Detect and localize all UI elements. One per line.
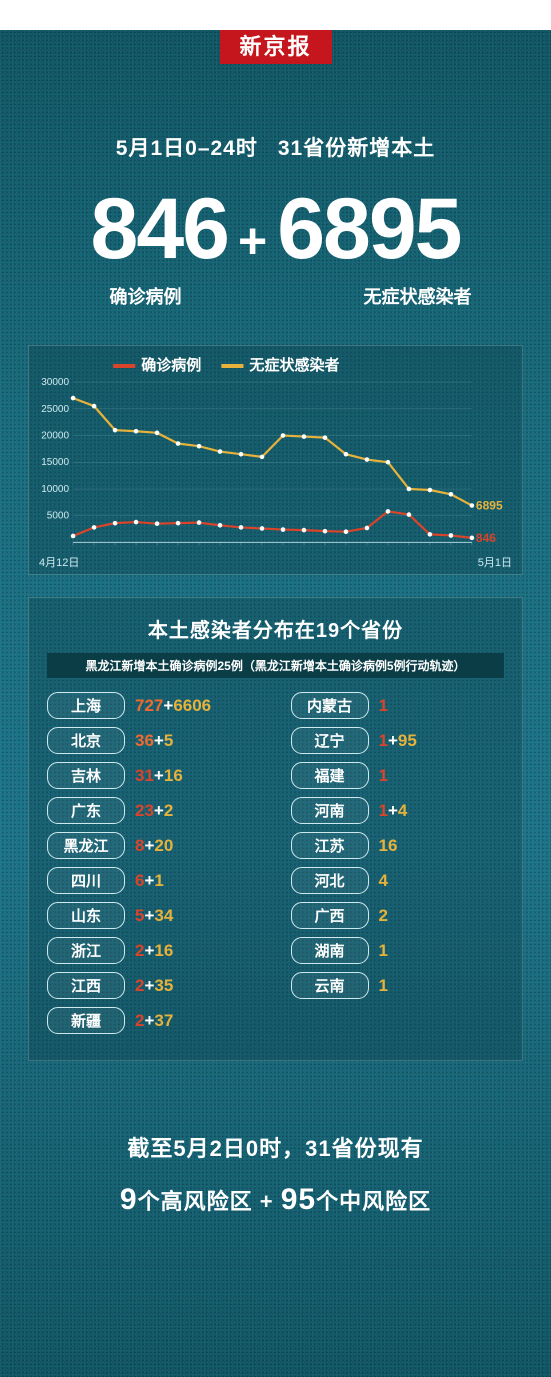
- label-confirmed: 确诊病例: [110, 283, 182, 309]
- table-subtitle: 黑龙江新增本土确诊病例25例（黑龙江新增本土确诊病例5例行动轨迹）: [47, 653, 504, 678]
- table-row: 北京 36+5: [47, 727, 261, 754]
- province-value: 2+37: [135, 1011, 173, 1031]
- province-pill: 四川: [47, 867, 125, 894]
- svg-text:10000: 10000: [41, 484, 69, 495]
- table-row: 河南 1+4: [291, 797, 505, 824]
- province-value: 1+95: [379, 731, 417, 751]
- hero-asymptomatic: 6895: [277, 180, 460, 279]
- svg-text:20000: 20000: [41, 431, 69, 442]
- table-row: 江苏 16: [291, 832, 505, 859]
- table-row: 黑龙江 8+20: [47, 832, 261, 859]
- footer-block: 截至5月2日0时，31省份现有 9个高风险区 + 95个中风险区: [28, 1131, 523, 1217]
- svg-text:5000: 5000: [47, 511, 70, 522]
- province-value: 5+34: [135, 906, 173, 926]
- svg-text:30000: 30000: [41, 377, 69, 388]
- province-value: 727+6606: [135, 696, 211, 716]
- province-value: 1: [379, 696, 388, 716]
- province-value: 31+16: [135, 766, 183, 786]
- province-value: 6+1: [135, 871, 164, 891]
- table-row: 河北 4: [291, 867, 505, 894]
- table-row: 新疆 2+37: [47, 1007, 261, 1034]
- province-pill: 河南: [291, 797, 369, 824]
- hero-labels: 确诊病例 无症状感染者: [56, 283, 496, 309]
- province-pill: 内蒙古: [291, 692, 369, 719]
- table-row: 江西 2+35: [47, 972, 261, 999]
- province-pill: 云南: [291, 972, 369, 999]
- table-row: 吉林 31+16: [47, 762, 261, 789]
- x-start-label: 4月12日: [39, 554, 79, 570]
- province-value: 8+20: [135, 836, 173, 856]
- mid-risk-count: 95: [281, 1183, 316, 1216]
- x-end-label: 5月1日: [478, 554, 512, 570]
- high-risk-count: 9: [120, 1183, 138, 1216]
- province-value: 36+5: [135, 731, 173, 751]
- table-row: 广东 23+2: [47, 797, 261, 824]
- table-row: 山东 5+34: [47, 902, 261, 929]
- hero-confirmed: 846: [90, 180, 228, 279]
- table-title: 本土感染者分布在19个省份: [47, 614, 504, 643]
- province-pill: 吉林: [47, 762, 125, 789]
- table-row: 广西 2: [291, 902, 505, 929]
- table-row: 上海 727+6606: [47, 692, 261, 719]
- province-pill: 浙江: [47, 937, 125, 964]
- footer-plus: +: [260, 1189, 274, 1214]
- trend-chart-svg: 5000 10000 15000 20000 25000 30000 确诊病例 无症状感染者 8…: [35, 352, 516, 552]
- province-pill: 湖南: [291, 937, 369, 964]
- date-left: 5月1日0–24时: [116, 137, 258, 160]
- province-pill: 山东: [47, 902, 125, 929]
- table-row: 湖南 1: [291, 937, 505, 964]
- table-right-column: 内蒙古 1 辽宁 1+95 福建 1 河南 1+4 江苏 16 河北 4 广西 2 湖南 1 云南 1: [291, 692, 505, 1034]
- table-left-column: 上海 727+6606 北京 36+5 吉林 31+16 广东 23+2 黑龙江 8+20 四川 6+…: [47, 692, 261, 1034]
- date-line: 5月1日0–24时 31省份新增本土: [28, 132, 523, 162]
- high-risk-label: 个高风险区: [138, 1189, 253, 1214]
- table-row: 云南 1: [291, 972, 505, 999]
- province-pill: 江苏: [291, 832, 369, 859]
- footer-line1: 截至5月2日0时，31省份现有: [28, 1131, 523, 1163]
- svg-text:25000: 25000: [41, 404, 69, 415]
- table-row: 浙江 2+16: [47, 937, 261, 964]
- table-row: 四川 6+1: [47, 867, 261, 894]
- province-pill: 上海: [47, 692, 125, 719]
- label-asymptomatic: 无症状感染者: [364, 283, 472, 309]
- province-pill: 广西: [291, 902, 369, 929]
- province-value: 2+16: [135, 941, 173, 961]
- mid-risk-label: 个中风险区: [316, 1189, 431, 1214]
- svg-text:15000: 15000: [41, 457, 69, 468]
- table-row: 辽宁 1+95: [291, 727, 505, 754]
- province-pill: 福建: [291, 762, 369, 789]
- table-row: 福建 1: [291, 762, 505, 789]
- province-value: 2: [379, 906, 388, 926]
- trend-chart: 5000 10000 15000 20000 25000 30000 确诊病例 无症状感染者 8…: [28, 345, 523, 575]
- svg-text:确诊病例: 确诊病例: [141, 356, 201, 374]
- province-pill: 黑龙江: [47, 832, 125, 859]
- hero-plus: +: [238, 212, 267, 270]
- hero-numbers: 846 + 6895: [28, 180, 523, 279]
- province-value: 4: [379, 871, 388, 891]
- province-value: 2+35: [135, 976, 173, 996]
- svg-text:846: 846: [476, 531, 496, 545]
- svg-text:无症状感染者: 无症状感染者: [249, 356, 339, 374]
- province-value: 23+2: [135, 801, 173, 821]
- date-right: 31省份新增本土: [278, 137, 435, 160]
- province-value: 1: [379, 976, 388, 996]
- province-pill: 北京: [47, 727, 125, 754]
- table-row: 内蒙古 1: [291, 692, 505, 719]
- province-pill: 新疆: [47, 1007, 125, 1034]
- province-value: 1: [379, 941, 388, 961]
- province-pill: 辽宁: [291, 727, 369, 754]
- province-value: 1: [379, 766, 388, 786]
- province-value: 1+4: [379, 801, 408, 821]
- province-pill: 广东: [47, 797, 125, 824]
- province-pill: 江西: [47, 972, 125, 999]
- province-table: 本土感染者分布在19个省份 黑龙江新增本土确诊病例25例（黑龙江新增本土确诊病例…: [28, 597, 523, 1061]
- svg-text:6895: 6895: [476, 499, 503, 513]
- footer-line2: 9个高风险区 + 95个中风险区: [28, 1183, 523, 1217]
- province-pill: 河北: [291, 867, 369, 894]
- province-value: 16: [379, 836, 398, 856]
- masthead-logo: 新京报: [220, 30, 332, 64]
